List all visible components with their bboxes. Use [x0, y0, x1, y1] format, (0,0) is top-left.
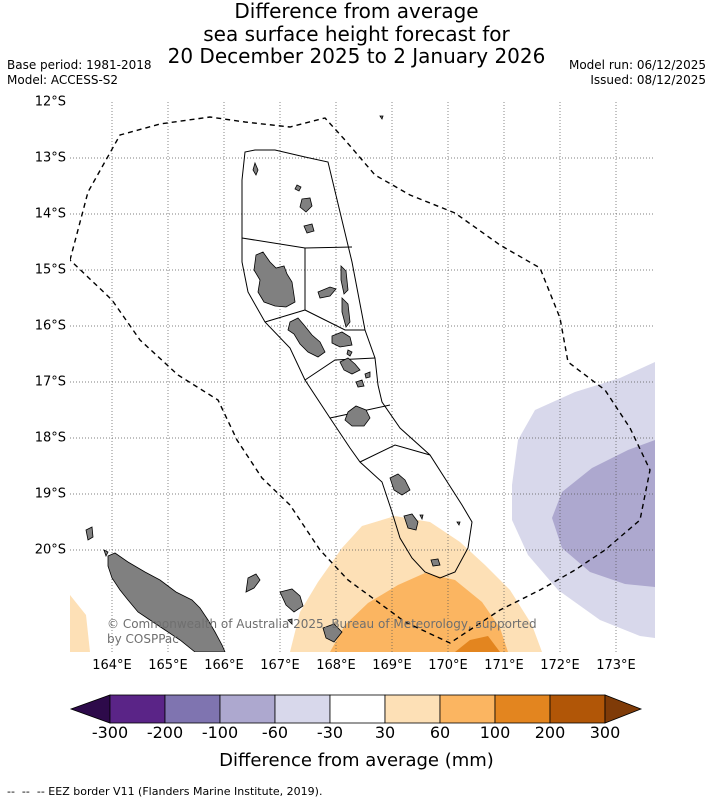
copyright-line-2: by COSPPac — [107, 632, 179, 646]
island-epi — [339, 357, 361, 375]
lat-label: 12°S — [34, 94, 66, 110]
colorbar-tick: -30 — [316, 723, 344, 742]
island-ambrym — [331, 331, 353, 348]
lon-label: 165°E — [148, 658, 188, 673]
island-emae — [364, 371, 371, 379]
island-nc-small — [103, 549, 109, 558]
island-banks-2 — [299, 197, 313, 213]
eez-border — [70, 116, 651, 644]
island-erromango — [389, 473, 411, 496]
island-torres — [252, 161, 259, 176]
island-pentecost — [341, 297, 351, 328]
anomaly-plus-100 — [455, 636, 500, 652]
colorbar-bin-3 — [219, 694, 276, 724]
island-mare — [322, 623, 343, 643]
anomaly-plus-60 — [330, 573, 508, 652]
copyright-line-1: © Commonwealth of Australia 2025, Bureau… — [107, 617, 537, 631]
lon-label: 171°E — [484, 658, 524, 673]
map-area — [70, 102, 655, 652]
colorbar-tick: 60 — [429, 723, 451, 742]
island-tiga — [287, 618, 293, 625]
colorbar-extend-high — [604, 694, 643, 724]
lat-label: 15°S — [34, 262, 66, 278]
issued-date: Issued: 08/12/2025 — [590, 73, 706, 87]
title-line-3: 20 December 2025 to 2 January 2026 — [167, 44, 546, 68]
colorbar-tick: 30 — [374, 723, 396, 742]
colorbar-tick: -60 — [261, 723, 289, 742]
colorbar-bin-4 — [274, 694, 331, 724]
island-tanna — [403, 513, 419, 531]
copyright-notice: © Commonwealth of Australia 2025, Bureau… — [107, 617, 537, 647]
lon-label: 172°E — [540, 658, 580, 673]
metadata-right: Model run: 06/12/2025 Issued: 08/12/2025 — [569, 58, 706, 88]
colorbar-tick: -200 — [146, 723, 184, 742]
lat-label: 17°S — [34, 374, 66, 390]
island-maewo — [340, 265, 349, 295]
lat-label: 20°S — [34, 542, 66, 558]
land-masses — [85, 115, 461, 652]
map-title: Difference from average sea surface heig… — [0, 0, 713, 68]
province-boundaries — [241, 149, 473, 579]
colorbar-bin-5 — [329, 694, 386, 724]
lat-label: 16°S — [34, 318, 66, 334]
island-futuna — [419, 514, 424, 521]
lon-label: 164°E — [92, 658, 132, 673]
title-line-2: sea surface height forecast for — [203, 21, 510, 46]
island-banks-1 — [294, 184, 302, 192]
colorbar-tick: 300 — [589, 723, 621, 742]
colorbar — [69, 694, 643, 724]
lon-label: 173°E — [596, 658, 636, 673]
lon-label: 166°E — [204, 658, 244, 673]
lon-label: 170°E — [428, 658, 468, 673]
island-aneityum — [430, 558, 441, 567]
lat-label: 19°S — [34, 486, 66, 502]
island-belep — [85, 526, 94, 541]
colorbar-bin-7 — [439, 694, 496, 724]
eez-footnote: -- -- -- EEZ border V11 (Flanders Marine… — [7, 785, 323, 798]
base-period: Base period: 1981-2018 — [7, 58, 152, 72]
island-malakula — [287, 317, 326, 358]
colorbar-bin-8 — [494, 694, 551, 724]
metadata-left: Base period: 1981-2018 Model: ACCESS-S2 — [7, 58, 152, 88]
colorbar-bin-6 — [384, 694, 441, 724]
island-matthew — [379, 115, 384, 120]
colorbar-extend-low — [69, 694, 111, 724]
lon-label: 167°E — [260, 658, 300, 673]
island-paama — [346, 349, 353, 357]
lon-label: 168°E — [316, 658, 356, 673]
colorbar-title: Difference from average (mm) — [219, 750, 494, 771]
island-ouvea — [245, 573, 261, 593]
lat-label: 13°S — [34, 150, 66, 166]
colorbar-bin-9 — [549, 694, 606, 724]
model-name: Model: ACCESS-S2 — [7, 73, 119, 87]
island-tongoa — [355, 379, 365, 388]
colorbar-tick: 200 — [534, 723, 566, 742]
colorbar-tick: 100 — [479, 723, 511, 742]
island-hunter — [456, 521, 461, 526]
colorbar-bin-1 — [109, 694, 166, 724]
title-line-1: Difference from average — [234, 0, 479, 23]
island-ambae — [317, 286, 337, 299]
lat-label: 18°S — [34, 430, 66, 446]
model-run: Model run: 06/12/2025 — [568, 58, 706, 72]
island-espiritu-santo — [253, 251, 296, 308]
island-lifou — [279, 588, 304, 613]
island-efate — [344, 405, 371, 427]
lat-label: 14°S — [34, 206, 66, 222]
colorbar-bin-2 — [164, 694, 221, 724]
island-new-caledonia — [107, 552, 226, 652]
island-banks-3 — [303, 223, 315, 234]
colorbar-tick: -300 — [91, 723, 129, 742]
anomaly-plus-30-west — [70, 595, 90, 652]
lon-label: 169°E — [372, 658, 412, 673]
colorbar-tick: -100 — [201, 723, 239, 742]
